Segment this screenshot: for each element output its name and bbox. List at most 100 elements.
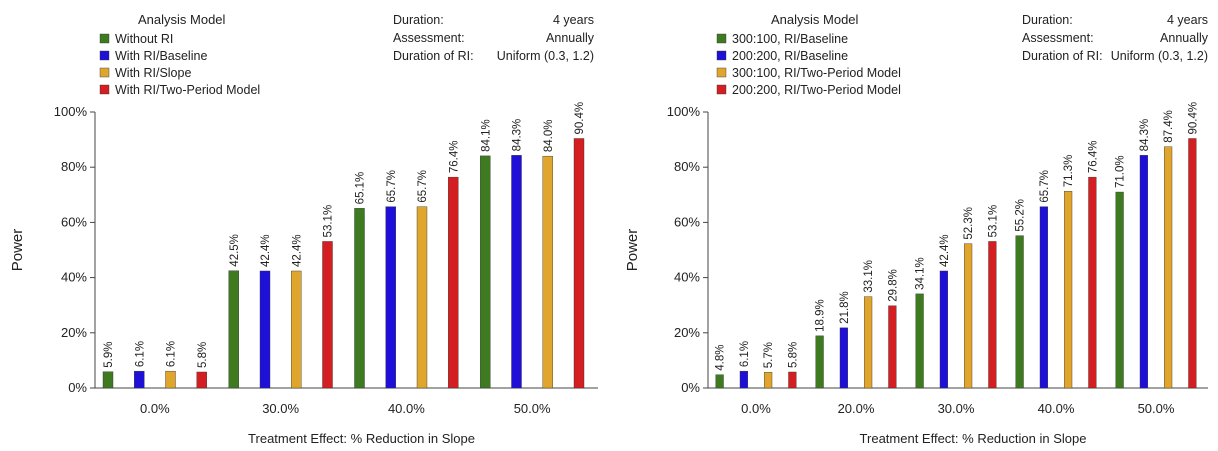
x-tick-label: 50.0% <box>1138 401 1175 416</box>
legend-swatch <box>716 50 727 61</box>
bar <box>196 371 207 389</box>
legend-swatch <box>716 67 727 78</box>
data-label: 76.4% <box>1087 141 1099 174</box>
data-label: 34.1% <box>915 257 927 290</box>
bar <box>1139 155 1148 389</box>
bar <box>416 206 428 389</box>
bar <box>988 241 997 389</box>
legend-swatch <box>99 84 110 95</box>
bar <box>448 176 459 389</box>
bar <box>715 374 724 389</box>
legend-swatch <box>716 33 727 44</box>
data-label: 21.8% <box>839 291 851 324</box>
data-label: 65.1% <box>355 172 367 205</box>
data-label: 71.3% <box>1063 155 1075 188</box>
data-label: 84.0% <box>543 120 555 153</box>
x-tick-label: 0.0% <box>741 401 771 416</box>
legend-entry: 300:100, RI/Baseline <box>732 32 848 46</box>
legend-entry: 200:200, RI/Baseline <box>732 49 848 63</box>
bar <box>134 370 145 389</box>
info-label: Duration: <box>393 13 444 27</box>
data-label: 87.4% <box>1163 110 1175 143</box>
y-tick-label: 100% <box>54 104 88 119</box>
data-label: 76.4% <box>448 141 460 174</box>
bar <box>864 296 873 389</box>
data-label: 6.1% <box>166 341 178 367</box>
bar <box>542 155 553 389</box>
info-label: Duration of RI: <box>393 49 474 63</box>
info-value: Uniform (0.3, 1.2) <box>497 49 594 63</box>
legend-swatch <box>716 84 727 95</box>
info-value: 4 years <box>1167 13 1208 27</box>
y-tick-label: 100% <box>667 104 701 119</box>
y-axis-title: Power <box>9 229 26 272</box>
info-value: 4 years <box>553 13 594 27</box>
data-label: 84.1% <box>480 119 492 152</box>
data-label: 6.1% <box>739 341 751 367</box>
y-tick-label: 40% <box>61 270 87 285</box>
data-label: 65.7% <box>1039 170 1051 203</box>
legend-entry: Without RI <box>115 32 173 46</box>
data-label: 6.1% <box>134 341 146 367</box>
bar <box>480 155 491 389</box>
bar <box>815 335 824 389</box>
y-tick-label: 60% <box>674 214 700 229</box>
bar <box>165 370 176 389</box>
bar <box>259 270 271 389</box>
data-label: 55.2% <box>1015 199 1027 232</box>
bar <box>739 370 748 389</box>
info-label: Duration: <box>1022 13 1073 27</box>
bar <box>291 270 302 389</box>
x-tick-label: 40.0% <box>1038 401 1075 416</box>
x-tick-label: 30.0% <box>262 401 299 416</box>
legend-swatch <box>99 50 110 61</box>
data-label: 90.4% <box>1187 102 1199 135</box>
x-tick-label: 30.0% <box>938 401 975 416</box>
bar <box>1088 176 1097 389</box>
data-label: 5.7% <box>763 342 775 368</box>
x-tick-label: 0.0% <box>140 401 170 416</box>
legend-entry: 200:200, RI/Two-Period Model <box>732 83 901 97</box>
x-tick-label: 40.0% <box>388 401 425 416</box>
info-label: Assessment: <box>1022 31 1094 45</box>
data-label: 5.9% <box>103 341 115 367</box>
data-label: 65.7% <box>386 170 398 203</box>
y-axis-title: Power <box>624 229 641 272</box>
x-tick-label: 20.0% <box>838 401 875 416</box>
info-label: Duration of RI: <box>1022 49 1103 63</box>
data-label: 4.8% <box>715 345 727 371</box>
data-label: 65.7% <box>417 170 429 203</box>
data-label: 42.4% <box>291 234 303 267</box>
data-label: 84.3% <box>1139 119 1151 152</box>
bar <box>939 270 948 389</box>
x-tick-label: 50.0% <box>514 401 551 416</box>
bar <box>964 243 973 389</box>
info-value: Annually <box>1160 31 1209 45</box>
x-axis-title: Treatment Effect: % Reduction in Slope <box>860 431 1087 446</box>
bar <box>1115 191 1124 389</box>
legend-entry: With RI/Two-Period Model <box>115 83 260 97</box>
legend-title: Analysis Model <box>138 12 226 27</box>
info-value: Uniform (0.3, 1.2) <box>1111 49 1208 63</box>
bar <box>511 155 522 389</box>
data-label: 90.4% <box>574 102 586 135</box>
legend-swatch <box>99 33 110 44</box>
y-tick-label: 80% <box>61 159 87 174</box>
data-label: 42.4% <box>939 234 951 267</box>
bar <box>888 305 897 389</box>
bar <box>1188 138 1197 389</box>
y-tick-label: 40% <box>674 270 700 285</box>
bar <box>573 138 585 389</box>
data-label: 42.4% <box>260 234 272 267</box>
chart-panel-2: 0% 20% 40% 60% 80% 100% Power Treatment Effect:… <box>624 12 1209 446</box>
bar <box>102 371 114 389</box>
bar <box>915 293 924 389</box>
bar <box>322 241 333 389</box>
bar <box>1039 206 1048 389</box>
bar <box>1015 235 1024 389</box>
y-tick-label: 0% <box>68 380 87 395</box>
data-label: 53.1% <box>323 205 335 238</box>
bar <box>1064 191 1073 389</box>
legend-swatch <box>99 67 110 78</box>
x-axis-title: Treatment Effect: % Reduction in Slope <box>248 431 475 446</box>
